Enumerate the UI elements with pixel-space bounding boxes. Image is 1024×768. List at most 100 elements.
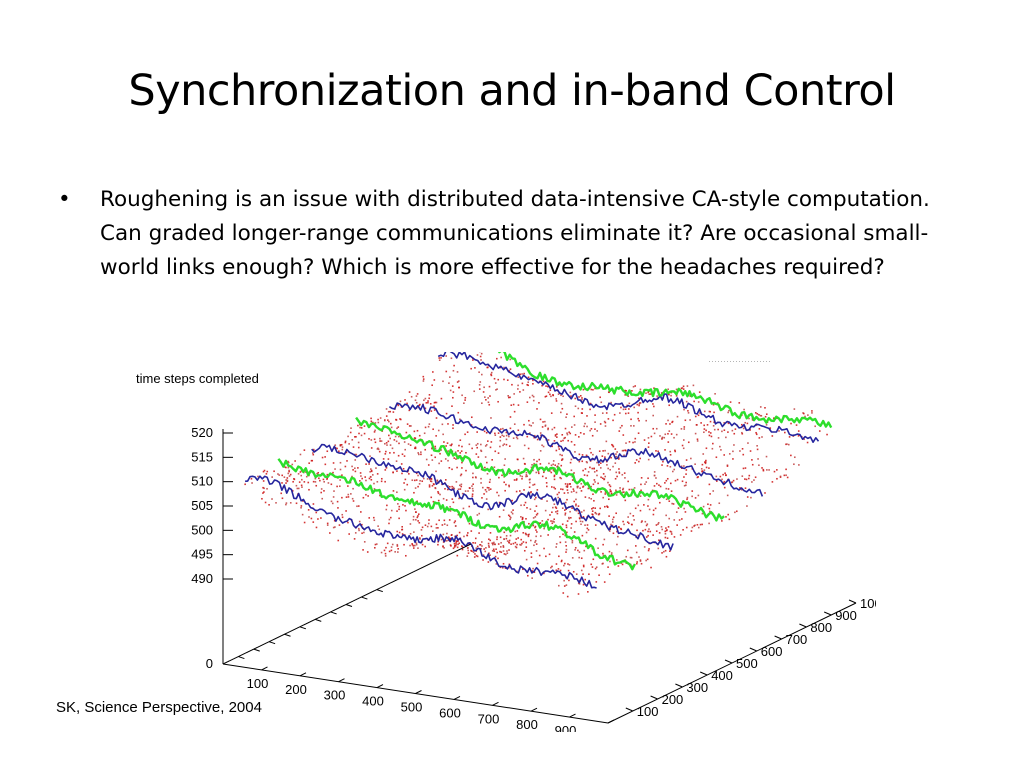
surface-point [499, 445, 501, 448]
surface-point [632, 385, 635, 388]
surface-point [528, 522, 530, 525]
surface-point [604, 491, 607, 493]
surface-point [348, 443, 350, 445]
surface-point [553, 503, 556, 506]
surface-point [475, 453, 478, 455]
surface-point [482, 559, 484, 561]
surface-point [428, 394, 431, 396]
surface-point [658, 532, 661, 534]
surface-point [522, 541, 525, 543]
surface-point [656, 482, 658, 485]
surface-point [512, 509, 514, 511]
surface-point [762, 469, 765, 472]
surface-point [280, 492, 283, 495]
surface-point [377, 421, 380, 424]
surface-point [281, 482, 283, 484]
surface-point [639, 495, 642, 497]
surface-point [251, 482, 253, 484]
surface-point [422, 375, 425, 378]
surface-point [548, 462, 550, 465]
surface-point [428, 519, 430, 521]
surface-point [584, 496, 587, 498]
surface-point [583, 509, 585, 512]
depth-tick-mark [253, 648, 260, 652]
surface-point [599, 423, 602, 425]
surface-point [480, 450, 483, 453]
surface-point [632, 515, 635, 517]
surface-point [447, 539, 450, 542]
surface-point [333, 519, 336, 522]
surface-point [675, 388, 678, 391]
surface-point [311, 452, 314, 454]
surface-point [487, 440, 489, 442]
surface-point [773, 470, 776, 473]
surface-point [530, 466, 533, 469]
surface-point [332, 496, 335, 498]
surface-point [433, 379, 436, 381]
surface-point [562, 533, 564, 536]
surface-point [461, 394, 463, 397]
surface-point [339, 468, 342, 471]
surface-point [517, 404, 520, 406]
surface-point [559, 453, 561, 456]
surface-point [590, 427, 593, 430]
surface-point [741, 432, 744, 435]
surface-point [563, 579, 565, 582]
surface-point [543, 527, 545, 530]
surface-point [689, 419, 691, 421]
surface-point [560, 488, 562, 490]
surface-point [624, 412, 627, 415]
surface-point [556, 436, 558, 438]
surface-point [709, 510, 711, 513]
surface-point [395, 419, 398, 421]
surface-point [694, 497, 697, 499]
surface-point [441, 524, 444, 526]
surface-point [704, 461, 707, 464]
surface-point [502, 509, 505, 511]
surface-point [694, 432, 697, 435]
surface-point [479, 355, 482, 358]
surface-point [592, 483, 595, 486]
surface-point [599, 467, 602, 469]
surface-point [508, 484, 510, 487]
surface-point [498, 501, 501, 504]
surface-point [439, 493, 441, 496]
surface-point [341, 448, 344, 451]
surface-point [687, 441, 690, 444]
surface-point [506, 552, 509, 554]
surface-point [557, 445, 560, 448]
surface-point [667, 388, 669, 391]
surface-point [588, 497, 591, 499]
surface-point [537, 470, 540, 473]
surface-point [561, 507, 564, 510]
surface-point [531, 570, 534, 572]
surface-point [760, 414, 763, 417]
surface-point [534, 541, 536, 544]
surface-point [587, 471, 590, 473]
surface-point [480, 449, 482, 452]
surface-point [389, 422, 392, 425]
surface-point [453, 546, 456, 548]
surface-point [560, 394, 562, 397]
surface-point [493, 466, 496, 468]
surface-point [712, 425, 715, 427]
surface-point [535, 550, 538, 552]
surface-point [459, 439, 462, 441]
surface-point [529, 508, 532, 510]
surface-point [744, 487, 747, 489]
surface-point [521, 518, 524, 521]
surface-point [464, 490, 467, 492]
surface-point [665, 479, 668, 482]
surface-point [430, 525, 433, 528]
surface-point [669, 450, 672, 453]
surface-point [388, 522, 390, 525]
surface-point [524, 532, 527, 535]
surface-point [701, 512, 704, 515]
surface-point [434, 445, 437, 448]
surface-point [525, 471, 528, 474]
surface-point [565, 485, 568, 488]
surface-point [667, 419, 669, 422]
surface-point [476, 354, 479, 356]
surface-point [509, 368, 512, 370]
surface-point [476, 442, 479, 445]
